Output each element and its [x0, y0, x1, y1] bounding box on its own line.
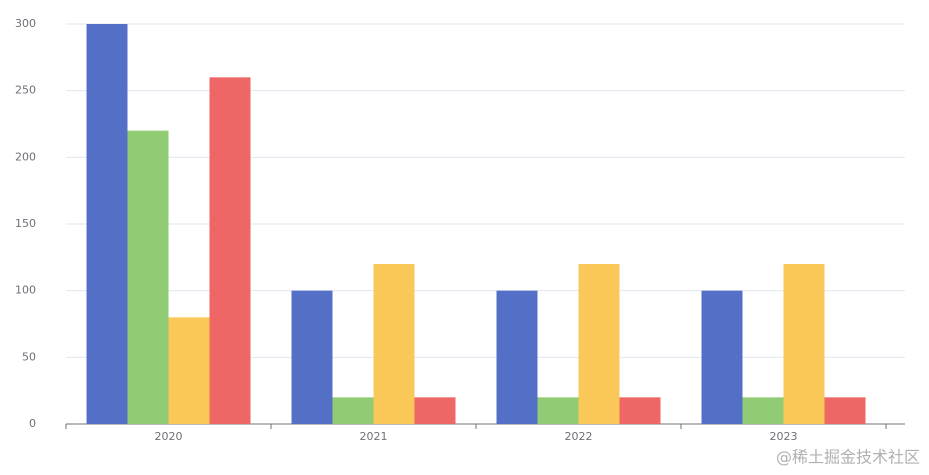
bar	[496, 290, 538, 424]
bar	[537, 397, 579, 424]
y-tick-label: 200	[15, 150, 36, 163]
bar	[701, 290, 743, 424]
bar	[619, 397, 661, 424]
y-tick-label: 50	[22, 350, 36, 363]
bar	[414, 397, 456, 424]
x-tick-label: 2022	[565, 430, 593, 443]
x-tick-label: 2020	[155, 430, 183, 443]
y-tick-label: 0	[29, 417, 36, 430]
bar	[824, 397, 866, 424]
bar	[742, 397, 784, 424]
watermark: @稀土掘金技术社区	[776, 448, 920, 467]
y-tick-label: 250	[15, 84, 36, 97]
y-tick-label: 150	[15, 217, 36, 230]
x-tick-label: 2023	[770, 430, 798, 443]
bar	[332, 397, 374, 424]
bar	[209, 77, 251, 424]
y-tick-label: 300	[15, 17, 36, 30]
bar	[578, 264, 620, 424]
x-tick-label: 2021	[360, 430, 388, 443]
bar	[373, 264, 415, 424]
bar	[291, 290, 333, 424]
bar	[783, 264, 825, 424]
bar	[168, 317, 210, 424]
bar	[86, 24, 128, 424]
y-tick-label: 100	[15, 284, 36, 297]
bar	[127, 130, 169, 424]
